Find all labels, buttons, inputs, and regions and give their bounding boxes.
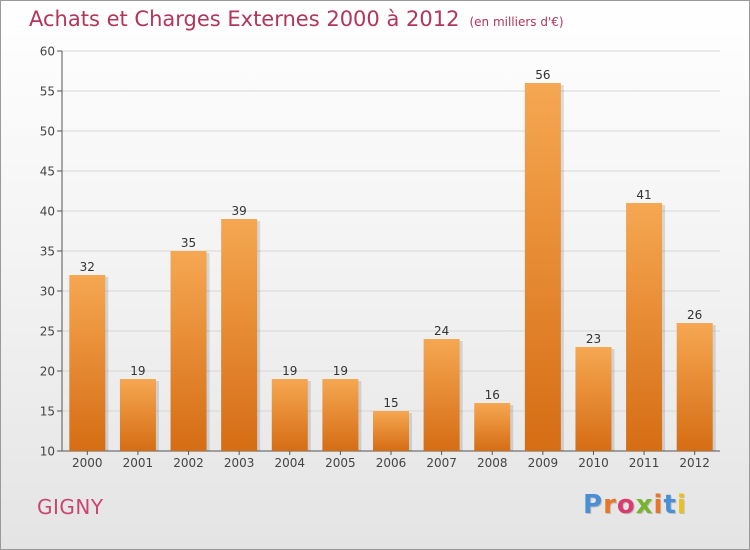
chart-title-text: Achats et Charges Externes 2000 à 2012: [29, 7, 460, 31]
bar: [676, 323, 713, 451]
bar: [170, 251, 207, 451]
bar-value-label: 41: [636, 188, 651, 202]
x-tick-label: 2008: [477, 456, 508, 470]
bar-value-label: 19: [333, 364, 348, 378]
bars: [69, 83, 716, 451]
x-tick-label: 2007: [426, 456, 457, 470]
bar-value-label: 16: [485, 388, 500, 402]
y-tick-label: 40: [40, 205, 55, 219]
bar-value-label: 56: [535, 68, 550, 82]
y-tick-label: 20: [40, 365, 55, 379]
bar: [423, 339, 460, 451]
chart-subtitle: (en milliers d'€): [469, 15, 564, 29]
y-tick-label: 35: [40, 245, 55, 259]
bar: [626, 203, 663, 451]
proxiti-logo: Proxiti: [583, 490, 687, 520]
y-tick-label: 30: [40, 285, 55, 299]
bar: [474, 403, 511, 451]
x-tick-label: 2004: [274, 456, 305, 470]
bar-value-label: 39: [232, 204, 247, 218]
x-tick-label: 2010: [578, 456, 609, 470]
x-tick-label: 2003: [224, 456, 255, 470]
logo-letter: t: [663, 490, 677, 520]
x-tick-label: 2001: [123, 456, 154, 470]
x-tick-label: 2011: [629, 456, 660, 470]
y-tick-label: 25: [40, 325, 55, 339]
y-tick-label: 45: [40, 165, 55, 179]
bar: [373, 411, 409, 451]
bar-value-label: 15: [383, 396, 398, 410]
bar: [271, 379, 308, 451]
x-tick-label: 2002: [173, 456, 204, 470]
x-tick-label: 2009: [528, 456, 559, 470]
town-name: GIGNY: [37, 495, 104, 519]
logo-letter: P: [583, 490, 604, 520]
bar-value-label: 19: [130, 364, 145, 378]
bar: [322, 379, 359, 451]
y-tick-label: 60: [40, 45, 55, 59]
bar: [119, 379, 156, 451]
bar-value-label: 24: [434, 324, 449, 338]
grid-lines: [62, 50, 720, 412]
bar: [69, 275, 106, 451]
y-tick-label: 55: [40, 85, 55, 99]
bar-value-label: 26: [687, 308, 702, 322]
logo-letter: o: [616, 490, 636, 520]
bar: [221, 219, 258, 451]
logo-letter: x: [635, 490, 654, 520]
x-tick-label: 2006: [376, 456, 407, 470]
logo-letter: r: [603, 490, 617, 520]
bar: [524, 83, 561, 451]
logo-letter: i: [676, 490, 687, 520]
bar-value-label: 35: [181, 236, 196, 250]
y-tick-label: 50: [40, 125, 55, 139]
bar-value-label: 19: [282, 364, 297, 378]
bar-value-label: 23: [586, 332, 601, 346]
x-tick-label: 2000: [72, 456, 103, 470]
x-tick-label: 2005: [325, 456, 356, 470]
labels: 10 15 20 25 30 35 40 45 50 55 60 32 2000 19 2001 35 2002…: [40, 45, 710, 471]
chart-title: Achats et Charges Externes 2000 à 2012 (e…: [29, 7, 564, 31]
x-tick-label: 2012: [679, 456, 710, 470]
y-tick-label: 15: [40, 405, 55, 419]
y-tick-label: 10: [40, 445, 55, 459]
logo-letter: i: [653, 490, 664, 520]
bar-value-label: 32: [80, 260, 95, 274]
bar: [575, 347, 612, 451]
